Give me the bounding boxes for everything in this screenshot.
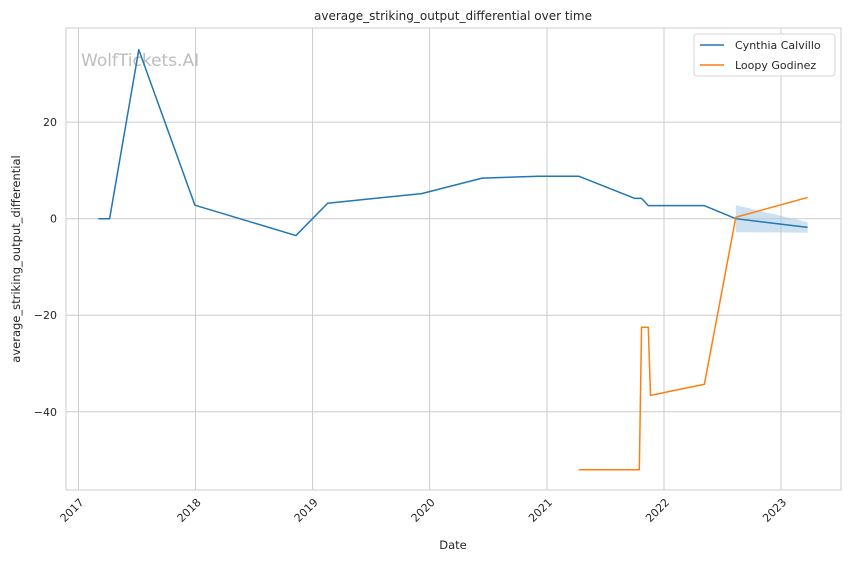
y-tick-label-20: −20 [34,309,57,322]
legend-label-cynthia-calvillo: Cynthia Calvillo [735,39,821,52]
y-axis-title: average_striking_output_differential [9,155,23,362]
series-line-loopy-godinez [578,196,808,471]
series-lines [98,48,808,471]
y-tick-label-0: 0 [50,213,57,226]
x-axis-title: Date [439,538,467,552]
plot-frame [65,27,842,491]
y-tick-label-20: 20 [43,116,57,129]
legend-label-loopy-godinez: Loopy Godinez [735,59,816,72]
legend-box [693,33,836,77]
y-tick-label-40: −40 [34,406,57,419]
y-tick-labels: 20 0 −20 −40 [34,116,57,419]
grid [66,28,841,490]
chart-title: average_striking_output_differential ove… [314,9,592,23]
series-line-cynthia-calvillo [98,48,808,237]
legend: Cynthia Calvillo Loopy Godinez [693,33,836,77]
watermark: WolfTickets.AI [81,51,199,71]
